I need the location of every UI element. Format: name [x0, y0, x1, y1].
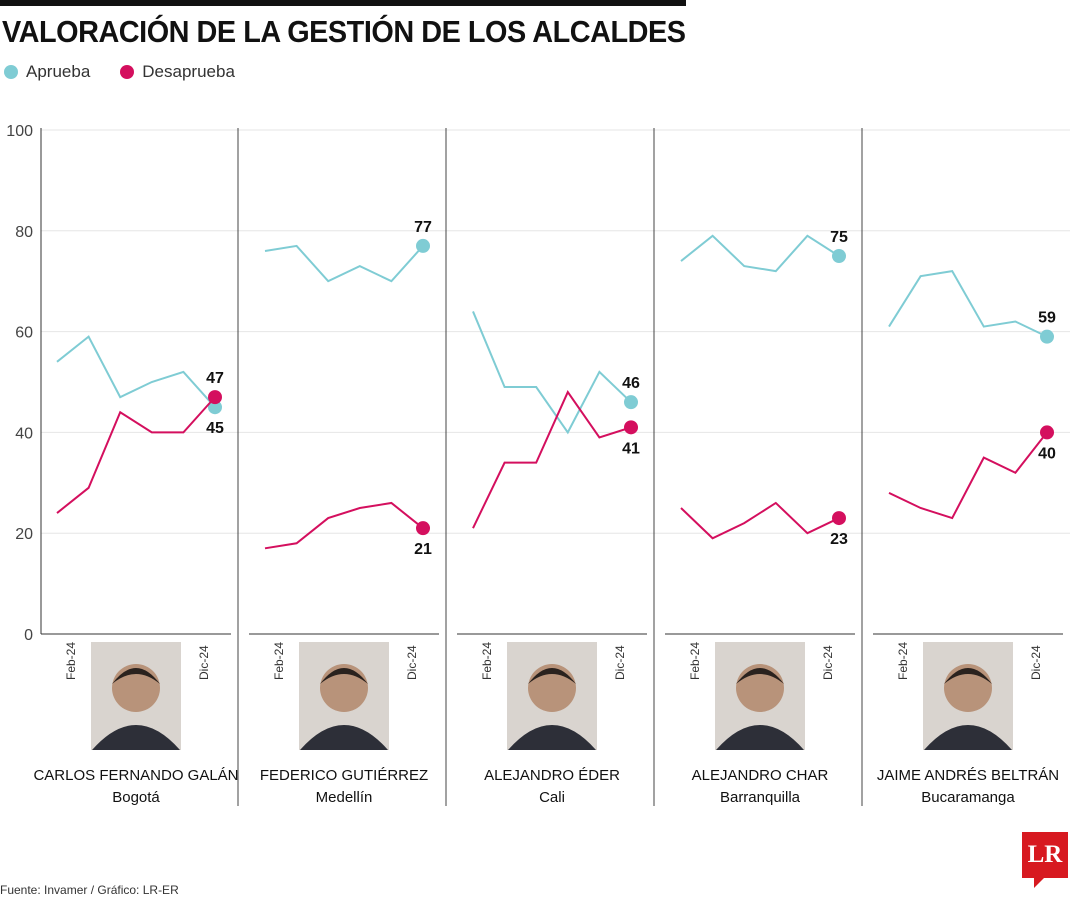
end-point-desaprueba — [208, 390, 222, 405]
x-tick-label: Feb-24 — [896, 642, 910, 680]
y-tick-label: 20 — [15, 526, 33, 543]
mayor-photo-hair — [112, 668, 160, 684]
x-tick-label: Dic-24 — [613, 645, 627, 680]
mayor-photo-body — [508, 725, 596, 750]
mayor-photo-hair — [528, 668, 576, 684]
end-point-aprueba — [416, 238, 430, 253]
data-label-aprueba: 75 — [830, 229, 848, 246]
data-label-aprueba: 77 — [414, 219, 432, 236]
y-tick-label: 0 — [24, 627, 33, 644]
mayor-name: ALEJANDRO CHAR — [692, 767, 829, 784]
legend-swatch-desaprueba — [120, 65, 135, 79]
mayor-city: Bogotá — [112, 789, 160, 806]
x-tick-label: Feb-24 — [272, 642, 286, 680]
legend-item-desaprueba: Desaprueba — [120, 62, 235, 82]
mayor-city: Bucaramanga — [921, 789, 1015, 806]
mayor-city: Medellín — [316, 789, 373, 806]
series-line-aprueba — [888, 270, 1048, 338]
y-tick-label: 80 — [15, 224, 33, 241]
mayor-city: Cali — [539, 789, 565, 806]
lr-logo: LR — [1022, 832, 1068, 888]
y-tick-label: 100 — [6, 123, 33, 140]
mayor-photo-body — [300, 725, 388, 750]
series-line-aprueba — [264, 244, 424, 283]
end-point-desaprueba — [832, 511, 846, 526]
y-tick-label: 60 — [15, 325, 33, 342]
data-label-aprueba: 45 — [206, 420, 224, 437]
x-tick-label: Feb-24 — [688, 642, 702, 680]
data-label-aprueba: 59 — [1038, 310, 1056, 327]
x-tick-label: Dic-24 — [405, 645, 419, 680]
legend-label-aprueba: Aprueba — [26, 62, 91, 81]
series-line-aprueba — [56, 335, 216, 408]
end-point-desaprueba — [1040, 425, 1054, 440]
series-line-desaprueba — [56, 396, 216, 514]
legend: Aprueba Desaprueba — [4, 62, 235, 82]
x-tick-label: Feb-24 — [64, 642, 78, 680]
x-tick-label: Dic-24 — [197, 645, 211, 680]
end-point-aprueba — [832, 249, 846, 263]
mayor-photo-hair — [320, 668, 368, 684]
end-point-aprueba — [208, 400, 222, 415]
x-tick-label: Dic-24 — [821, 645, 835, 680]
x-tick-label: Dic-24 — [1029, 645, 1043, 680]
mayor-photo-hair — [736, 668, 784, 684]
source-note: Fuente: Invamer / Gráfico: LR-ER — [0, 883, 179, 897]
legend-swatch-aprueba — [4, 65, 18, 79]
data-label-desaprueba: 21 — [414, 541, 432, 558]
end-point-aprueba — [1040, 329, 1054, 344]
mayor-photo-body — [924, 725, 1012, 750]
series-line-aprueba — [472, 311, 632, 435]
data-label-aprueba: 46 — [622, 375, 640, 392]
series-line-desaprueba — [888, 431, 1048, 520]
mayor-photo-body — [716, 725, 804, 750]
mayor-name: ALEJANDRO ÉDER — [484, 767, 620, 784]
data-label-desaprueba: 41 — [622, 440, 640, 457]
y-tick-label: 40 — [15, 425, 33, 442]
end-point-desaprueba — [416, 521, 430, 536]
mayor-name: FEDERICO GUTIÉRREZ — [260, 767, 428, 784]
end-point-aprueba — [624, 395, 638, 410]
data-label-desaprueba: 47 — [206, 370, 224, 387]
mayor-name: JAIME ANDRÉS BELTRÁN — [877, 767, 1059, 784]
x-tick-label: Feb-24 — [480, 642, 494, 680]
series-line-desaprueba — [264, 501, 424, 550]
legend-label-desaprueba: Desaprueba — [142, 62, 235, 81]
top-rule — [0, 0, 686, 6]
data-label-desaprueba: 40 — [1038, 445, 1056, 462]
mayor-photo-body — [92, 725, 180, 750]
series-line-desaprueba — [680, 501, 840, 540]
series-line-aprueba — [680, 234, 840, 273]
mayor-name: CARLOS FERNANDO GALÁN — [33, 767, 238, 784]
end-point-desaprueba — [624, 420, 638, 435]
series-line-desaprueba — [472, 390, 632, 529]
data-label-desaprueba: 23 — [830, 531, 848, 548]
mayor-city: Barranquilla — [720, 789, 801, 806]
legend-item-aprueba: Aprueba — [4, 62, 90, 82]
mayor-photo-hair — [944, 668, 992, 684]
chart-title: VALORACIÓN DE LA GESTIÓN DE LOS ALCALDES — [2, 14, 686, 49]
